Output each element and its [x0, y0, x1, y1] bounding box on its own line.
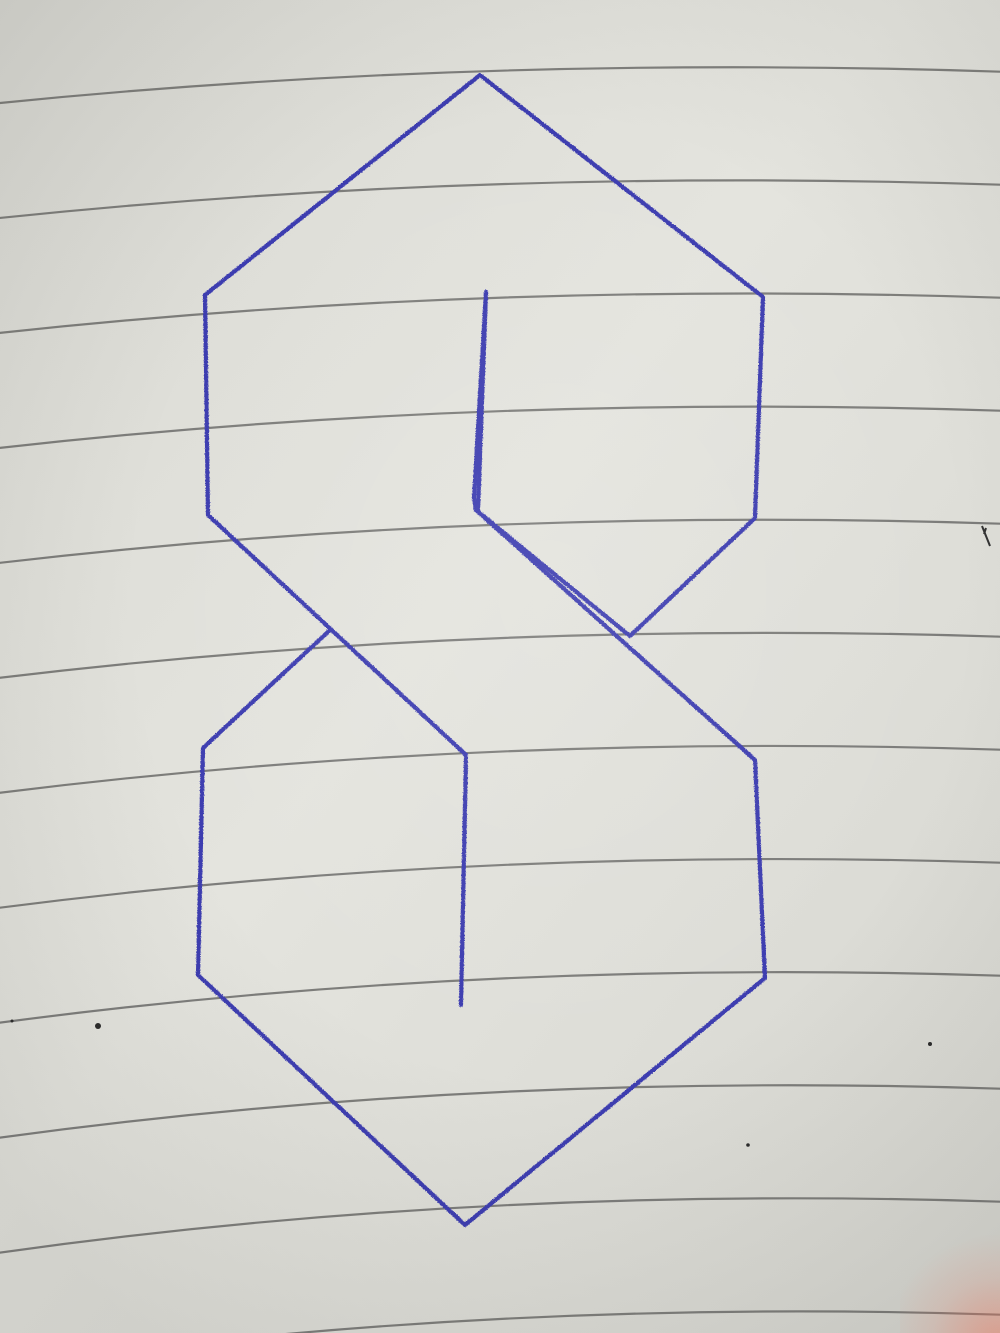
paper-specks [10, 525, 991, 1147]
paper-speck [928, 1042, 932, 1046]
paper-mark [981, 525, 991, 547]
ruled-line [285, 1310, 1000, 1333]
ruled-line [0, 971, 1000, 1024]
inner-top-stroke [475, 289, 489, 513]
ruled-line [0, 179, 1000, 220]
ruled-line [0, 631, 1000, 679]
crossing-band [195, 507, 768, 1228]
paper-speck [10, 1019, 14, 1023]
ruled-line [0, 857, 1000, 909]
ruled-line [0, 66, 1000, 105]
ruled-line [0, 405, 1000, 449]
figure-eight-drawing [195, 72, 768, 1228]
paper-mark [983, 527, 987, 535]
ruled-line [0, 744, 1000, 794]
upper-left-contour [202, 292, 469, 1008]
paper-speck [746, 1143, 750, 1147]
paper-speck [95, 1023, 101, 1029]
ruled-line [0, 1084, 1000, 1139]
ruled-line [0, 292, 1000, 335]
outer-contour [202, 72, 766, 639]
